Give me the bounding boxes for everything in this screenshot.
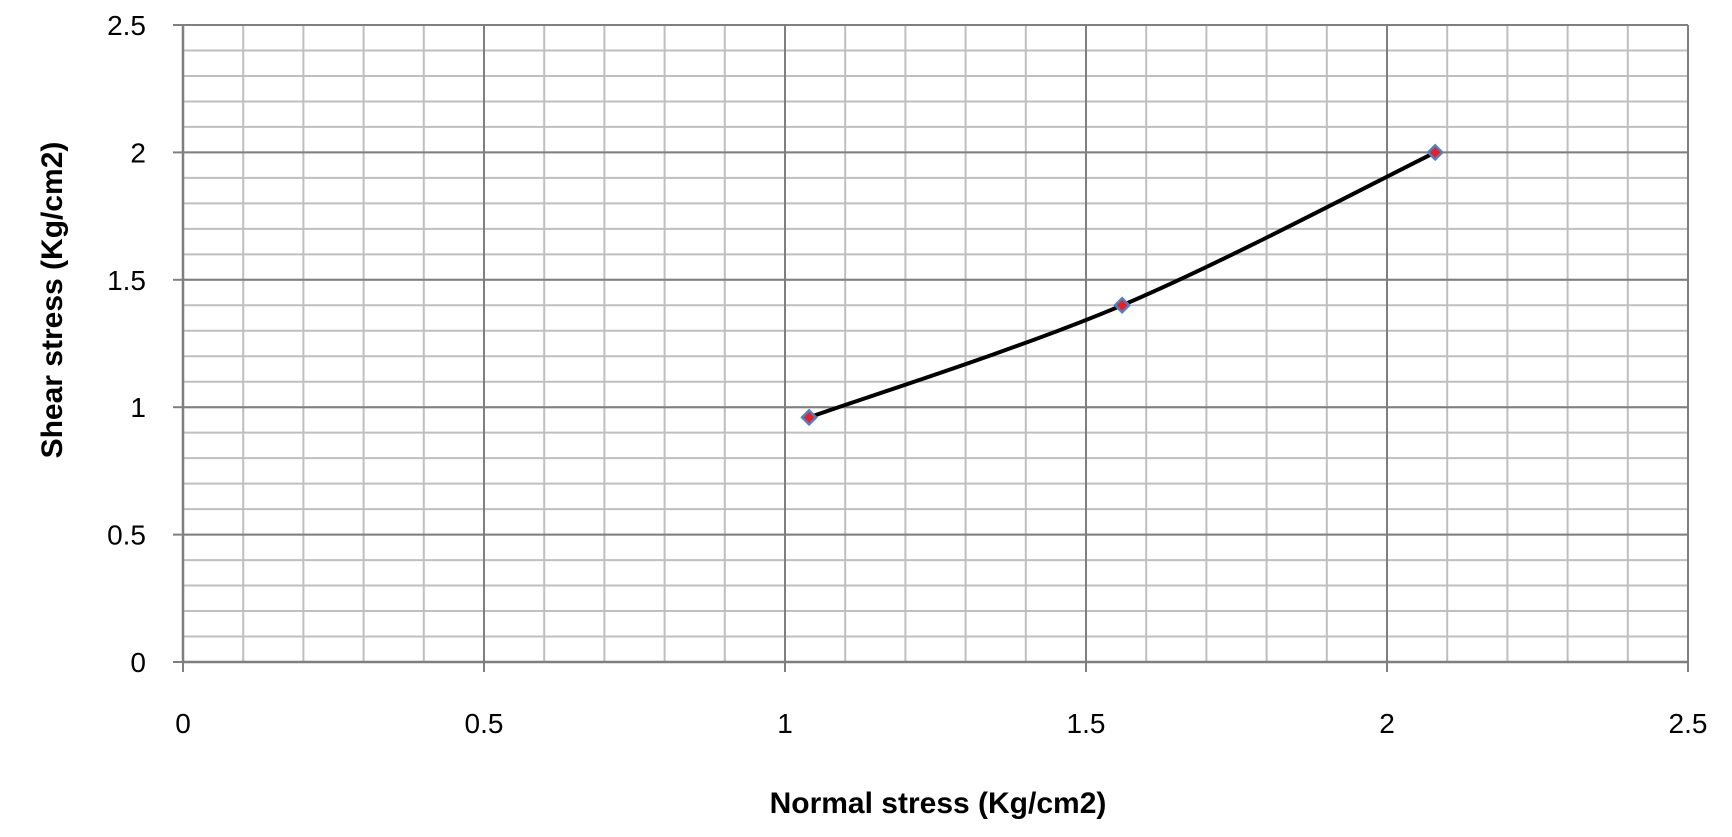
- data-point-marker: [1113, 296, 1131, 315]
- x-tick-label: 2.5: [1669, 708, 1708, 739]
- x-tick-label: 1: [777, 708, 793, 739]
- y-axis-title: Shear stress (Kg/cm2): [36, 142, 69, 459]
- y-tick-label: 0: [130, 647, 146, 678]
- x-tick-label: 0.5: [465, 708, 504, 739]
- x-tick-label: 0: [175, 708, 191, 739]
- y-tick-label: 2: [130, 137, 146, 168]
- data-point-marker: [800, 408, 818, 427]
- y-tick-label: 2.5: [107, 10, 146, 41]
- y-tick-label: 1.5: [107, 265, 146, 296]
- x-axis-title: Normal stress (Kg/cm2): [770, 787, 1107, 820]
- axes: [173, 24, 1689, 672]
- x-tick-label: 1.5: [1067, 708, 1106, 739]
- major-grid: [183, 24, 1689, 662]
- data-point-marker: [1426, 143, 1444, 162]
- series-line: [808, 150, 1437, 420]
- tick-labels: 0 0.5 1 1.5 2 2.5 0 0.5 1 1.5 2 2.5: [107, 10, 1707, 739]
- minor-grid: [183, 25, 1688, 662]
- series: [800, 143, 1444, 427]
- x-tick-label: 2: [1379, 708, 1395, 739]
- y-tick-label: 1: [130, 392, 146, 423]
- y-tick-label: 0.5: [107, 520, 146, 551]
